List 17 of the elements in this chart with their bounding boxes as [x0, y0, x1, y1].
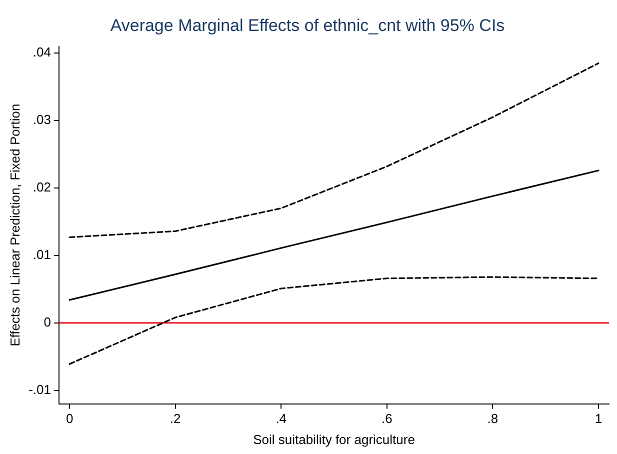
y-tick-label: -.01	[28, 382, 51, 397]
x-axis-title: Soil suitability for agriculture	[253, 432, 415, 447]
line-series	[68, 62, 600, 238]
line-series	[68, 276, 600, 365]
y-tick-label: .01	[32, 247, 51, 262]
x-tick-label: .2	[170, 411, 181, 426]
x-tick-label: .6	[381, 411, 392, 426]
x-tick-label: .4	[276, 411, 287, 426]
x-tick-label: .8	[487, 411, 498, 426]
x-tick-label: 1	[594, 411, 602, 426]
y-tick-label: .04	[32, 44, 51, 60]
y-tick-label: 0	[44, 314, 51, 330]
y-tick-label: .03	[32, 112, 51, 128]
y-axis-title: Effects on Linear Prediction, Fixed Portion	[7, 104, 22, 346]
chart-title: Average Marginal Effects of ethnic_cnt with 95% CIs	[110, 16, 505, 35]
y-tick-label: .02	[32, 180, 51, 195]
x-tick-label: 0	[66, 411, 74, 426]
